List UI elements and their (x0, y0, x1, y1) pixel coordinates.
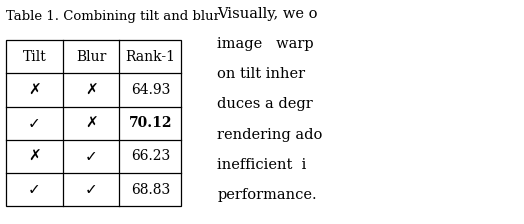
Text: Blur: Blur (76, 50, 106, 64)
Text: Tilt: Tilt (23, 50, 47, 64)
Text: rendering ado: rendering ado (217, 128, 323, 142)
Text: 68.83: 68.83 (131, 183, 170, 196)
Text: ✗: ✗ (28, 149, 41, 164)
Text: Rank-1: Rank-1 (125, 50, 176, 64)
Text: ✓: ✓ (28, 182, 41, 197)
Text: 64.93: 64.93 (130, 83, 170, 97)
Text: ✗: ✗ (85, 83, 97, 97)
Text: inefficient  i: inefficient i (217, 158, 307, 172)
Text: ✓: ✓ (28, 116, 41, 131)
Text: ✓: ✓ (85, 182, 97, 197)
Text: ✗: ✗ (28, 83, 41, 97)
Text: duces a degr: duces a degr (217, 97, 313, 112)
Text: image   warp: image warp (217, 37, 314, 51)
Text: performance.: performance. (217, 188, 317, 202)
Bar (6, 40, 181, 206)
Text: on tilt inher: on tilt inher (217, 67, 305, 81)
Text: 70.12: 70.12 (128, 116, 172, 130)
Text: Visually, we o: Visually, we o (217, 7, 318, 21)
Text: 66.23: 66.23 (131, 149, 170, 163)
Text: Table 1. Combining tilt and blur: Table 1. Combining tilt and blur (6, 10, 220, 23)
Text: ✗: ✗ (85, 116, 97, 131)
Text: ✓: ✓ (85, 149, 97, 164)
